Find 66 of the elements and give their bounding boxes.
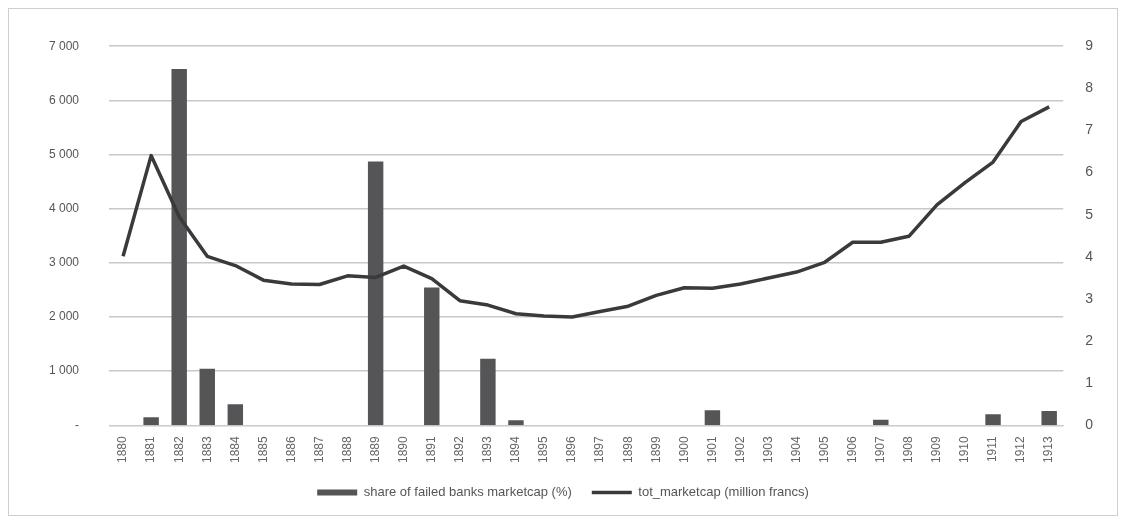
y2-tick-label: 2 — [1085, 331, 1094, 348]
x-tick-label: 1901 — [704, 435, 719, 464]
x-tick-label: 1897 — [592, 435, 607, 464]
x-tick-label: 1910 — [957, 435, 972, 464]
y2-tick-label: 9 — [1085, 37, 1094, 54]
x-tick-label: 1892 — [452, 435, 467, 464]
x-tick-label: 1896 — [564, 435, 579, 464]
y2-tick-label: 4 — [1085, 247, 1094, 264]
bar — [171, 68, 187, 426]
x-tick-label: 1908 — [901, 435, 916, 464]
x-tick-label: 1894 — [508, 435, 523, 464]
bar — [143, 417, 159, 426]
y2-tick-label: 0 — [1085, 416, 1094, 433]
x-tick-label: 1900 — [676, 435, 691, 464]
y-tick-label: 3 000 — [49, 255, 80, 270]
x-tick-label: 1891 — [424, 435, 439, 464]
y-tick-label: 5 000 — [49, 146, 80, 161]
bar — [227, 404, 244, 426]
bar — [508, 420, 524, 426]
bar — [704, 410, 721, 426]
x-tick-label: 1904 — [788, 435, 803, 464]
x-tick-label: 1880 — [115, 435, 130, 464]
y-tick-label: 2 000 — [49, 309, 80, 324]
x-tick-label: 1888 — [339, 435, 354, 464]
x-tick-label: 1885 — [255, 435, 270, 464]
y-tick-label: 6 000 — [49, 92, 80, 107]
x-tick-label: 1882 — [171, 435, 186, 464]
y2-tick-label: 6 — [1085, 163, 1094, 180]
y-tick-label: - — [75, 417, 80, 432]
y2-tick-label: 5 — [1085, 205, 1094, 222]
bar — [873, 419, 889, 426]
x-tick-label: 1889 — [367, 435, 382, 464]
bar — [1041, 410, 1057, 426]
y2-tick-label: 8 — [1085, 79, 1094, 96]
x-tick-label: 1893 — [480, 435, 495, 464]
y2-tick-label: 1 — [1085, 374, 1094, 391]
legend-label: share of failed banks marketcap (%) — [363, 484, 572, 500]
x-tick-label: 1887 — [311, 435, 326, 464]
x-tick-label: 1911 — [985, 435, 1000, 463]
bar — [199, 368, 215, 426]
x-tick-label: 1902 — [732, 435, 747, 464]
bar — [480, 358, 496, 426]
bar — [424, 287, 440, 426]
x-tick-label: 1903 — [760, 435, 775, 464]
bar — [985, 414, 1001, 426]
x-tick-label: 1895 — [536, 435, 551, 464]
y-tick-label: 7 000 — [49, 38, 80, 53]
x-tick-label: 1898 — [620, 435, 635, 464]
y2-tick-label: 3 — [1085, 289, 1094, 306]
legend-label: tot_marketcap (million francs) — [638, 484, 809, 500]
x-tick-label: 1906 — [845, 435, 860, 464]
y2-tick-label: 7 — [1085, 121, 1094, 138]
x-tick-label: 1883 — [199, 435, 214, 464]
x-tick-label: 1912 — [1013, 435, 1028, 464]
y-tick-label: 1 000 — [49, 363, 80, 378]
x-tick-label: 1899 — [648, 435, 663, 464]
y-tick-label: 4 000 — [49, 200, 80, 215]
x-tick-label: 1913 — [1041, 435, 1056, 464]
x-tick-label: 1905 — [816, 435, 831, 464]
x-tick-label: 1907 — [873, 435, 888, 464]
x-tick-label: 1909 — [929, 435, 944, 464]
x-tick-label: 1890 — [396, 435, 411, 464]
x-tick-label: 1886 — [283, 435, 298, 464]
x-tick-label: 1884 — [227, 435, 242, 464]
bar — [367, 161, 384, 426]
x-tick-label: 1881 — [143, 435, 158, 464]
